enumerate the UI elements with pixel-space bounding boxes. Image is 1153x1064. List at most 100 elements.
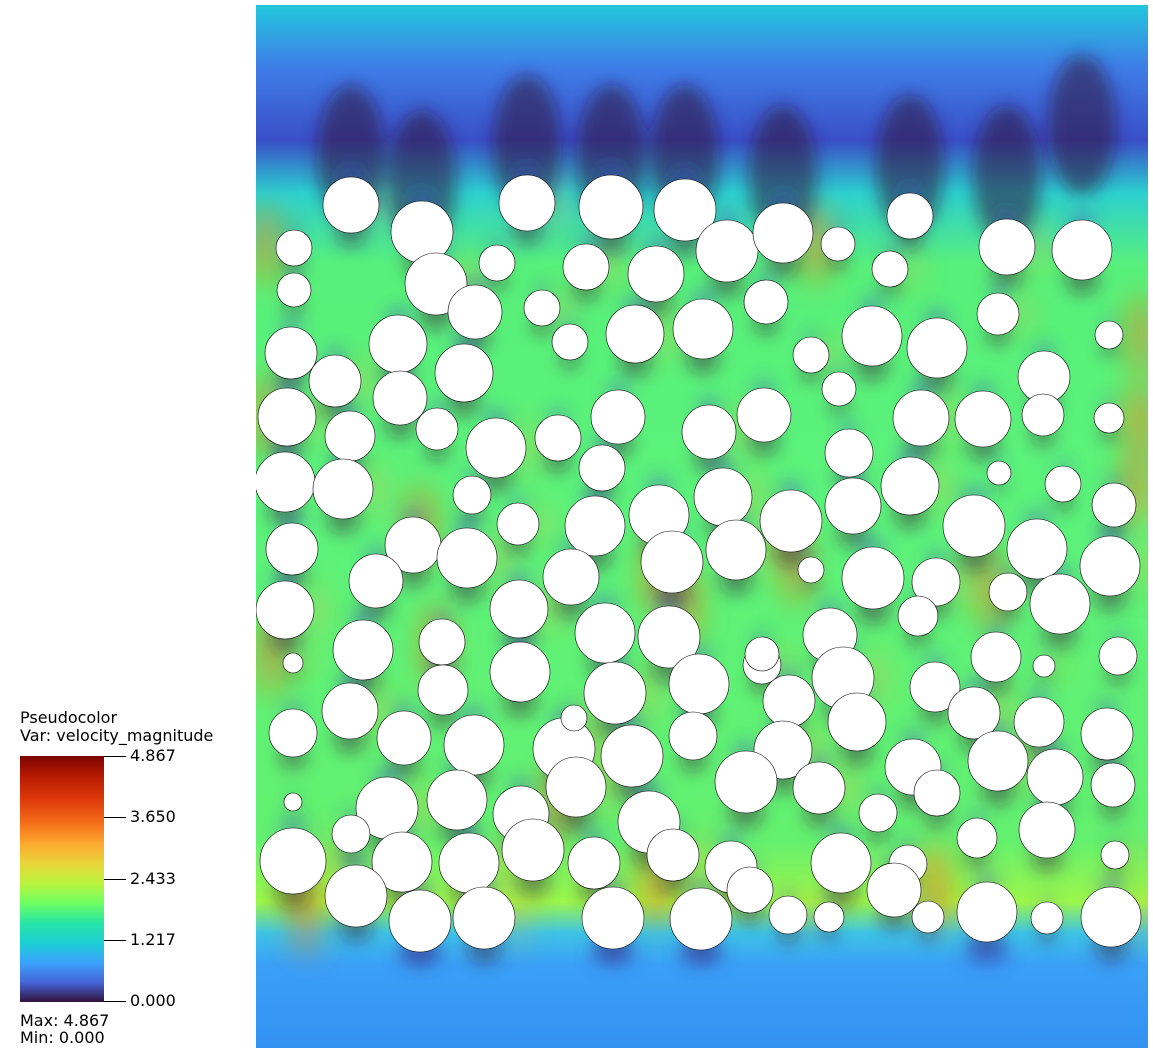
obstacle-circle	[1032, 654, 1056, 678]
obstacle-circle	[562, 243, 610, 291]
obstacle-circle	[1044, 465, 1082, 503]
obstacle-circle	[1021, 393, 1065, 437]
obstacle-circle	[1026, 748, 1084, 806]
velocity-field-canvas	[256, 5, 1148, 1048]
obstacle-circle	[813, 901, 845, 933]
obstacle-circle	[443, 714, 505, 776]
obstacle-circle	[489, 579, 549, 639]
color-bar-tick-label: 0.000	[130, 991, 176, 1010]
obstacle-circle	[759, 489, 823, 553]
obstacle-circle	[574, 602, 636, 664]
obstacle-circle	[1006, 518, 1068, 580]
obstacle-circle	[681, 404, 737, 460]
obstacle-circle	[560, 704, 588, 732]
obstacle-circle	[821, 371, 857, 407]
obstacle-circle	[1079, 535, 1141, 597]
obstacle-circle	[1013, 696, 1065, 748]
legend-max: Max: 4.867	[20, 1011, 110, 1030]
obstacle-circle	[283, 792, 303, 812]
obstacle-circle	[478, 244, 516, 282]
obstacle-circle	[265, 522, 319, 576]
obstacle-circle	[312, 458, 374, 520]
obstacle-circle	[376, 710, 432, 766]
obstacle-circle	[1080, 886, 1142, 948]
obstacle-circle	[1029, 573, 1091, 635]
obstacle-circle	[911, 900, 945, 934]
obstacle-circle	[322, 176, 380, 234]
obstacle-circle	[501, 818, 565, 882]
velocity-field-plot	[256, 5, 1148, 1048]
obstacle-circle	[438, 832, 500, 894]
obstacle-circle	[744, 636, 780, 672]
obstacle-circle	[646, 828, 700, 882]
obstacle-circle	[824, 477, 882, 535]
obstacle-circle	[695, 219, 759, 283]
obstacle-circle	[954, 390, 1012, 448]
obstacle-circle	[988, 572, 1028, 612]
obstacle-circle	[498, 174, 556, 232]
obstacle-circle	[792, 336, 830, 374]
color-bar-tick	[104, 940, 126, 941]
obstacle-circle	[913, 769, 961, 817]
obstacle-circle	[640, 530, 704, 594]
obstacle-circle	[276, 272, 312, 308]
obstacle-circle	[956, 817, 998, 859]
obstacle-circle	[892, 389, 950, 447]
obstacle-circle	[762, 674, 816, 728]
obstacle-circle	[947, 686, 1001, 740]
obstacle-circle	[797, 556, 825, 584]
obstacle-circle	[752, 202, 814, 264]
obstacle-circle	[967, 730, 1029, 792]
obstacle-circle	[256, 451, 316, 513]
obstacle-circle	[268, 708, 318, 758]
obstacle-circle	[447, 284, 503, 340]
obstacle-circle	[827, 692, 887, 752]
color-bar-tick-label: 1.217	[130, 930, 176, 949]
obstacle-circle	[564, 495, 626, 557]
obstacle-circle	[551, 323, 589, 361]
color-bar-tick	[104, 817, 126, 818]
obstacle-circle	[581, 886, 645, 950]
obstacle-circle	[583, 661, 647, 725]
legend-title: Pseudocolor	[20, 708, 118, 727]
obstacle-circle	[768, 895, 808, 935]
color-bar-tick	[104, 1001, 126, 1002]
obstacle-circle	[672, 298, 734, 360]
obstacle-circle	[668, 653, 730, 715]
obstacle-circle	[257, 387, 317, 447]
obstacle-circle	[693, 467, 753, 527]
obstacle-circle	[824, 428, 874, 478]
obstacle-circle	[871, 250, 909, 288]
obstacle-circle	[906, 317, 968, 379]
obstacle-circle	[567, 836, 621, 890]
obstacle-circle	[434, 343, 494, 403]
obstacle-circle	[388, 889, 452, 953]
obstacle-circle	[534, 414, 582, 462]
obstacle-circle	[736, 387, 792, 443]
obstacle-circle	[970, 631, 1022, 683]
obstacle-circle	[1080, 707, 1134, 761]
obstacle-circle	[415, 407, 459, 451]
obstacle-circle	[465, 417, 527, 479]
obstacle-circle	[1030, 901, 1064, 935]
obstacle-circle	[259, 827, 327, 895]
obstacle-circle	[858, 793, 898, 833]
obstacle-circle	[792, 761, 846, 815]
obstacle-circle	[426, 769, 488, 831]
obstacle-circle	[1051, 219, 1113, 281]
obstacle-circle	[600, 724, 664, 788]
obstacle-circle	[542, 548, 600, 606]
obstacle-circle	[436, 527, 498, 589]
obstacle-circle	[331, 814, 371, 854]
color-bar-tick-label: 2.433	[130, 869, 176, 888]
obstacle-circle	[523, 289, 561, 327]
obstacle-circle	[841, 305, 903, 367]
obstacle-circle	[1018, 801, 1076, 859]
obstacle-circle	[810, 832, 872, 894]
obstacle-circle	[942, 494, 1006, 558]
obstacle-circle	[324, 864, 388, 928]
obstacle-circle	[256, 580, 315, 640]
obstacle-circle	[627, 245, 685, 303]
obstacle-circle	[653, 178, 717, 242]
obstacle-circle	[986, 460, 1012, 486]
